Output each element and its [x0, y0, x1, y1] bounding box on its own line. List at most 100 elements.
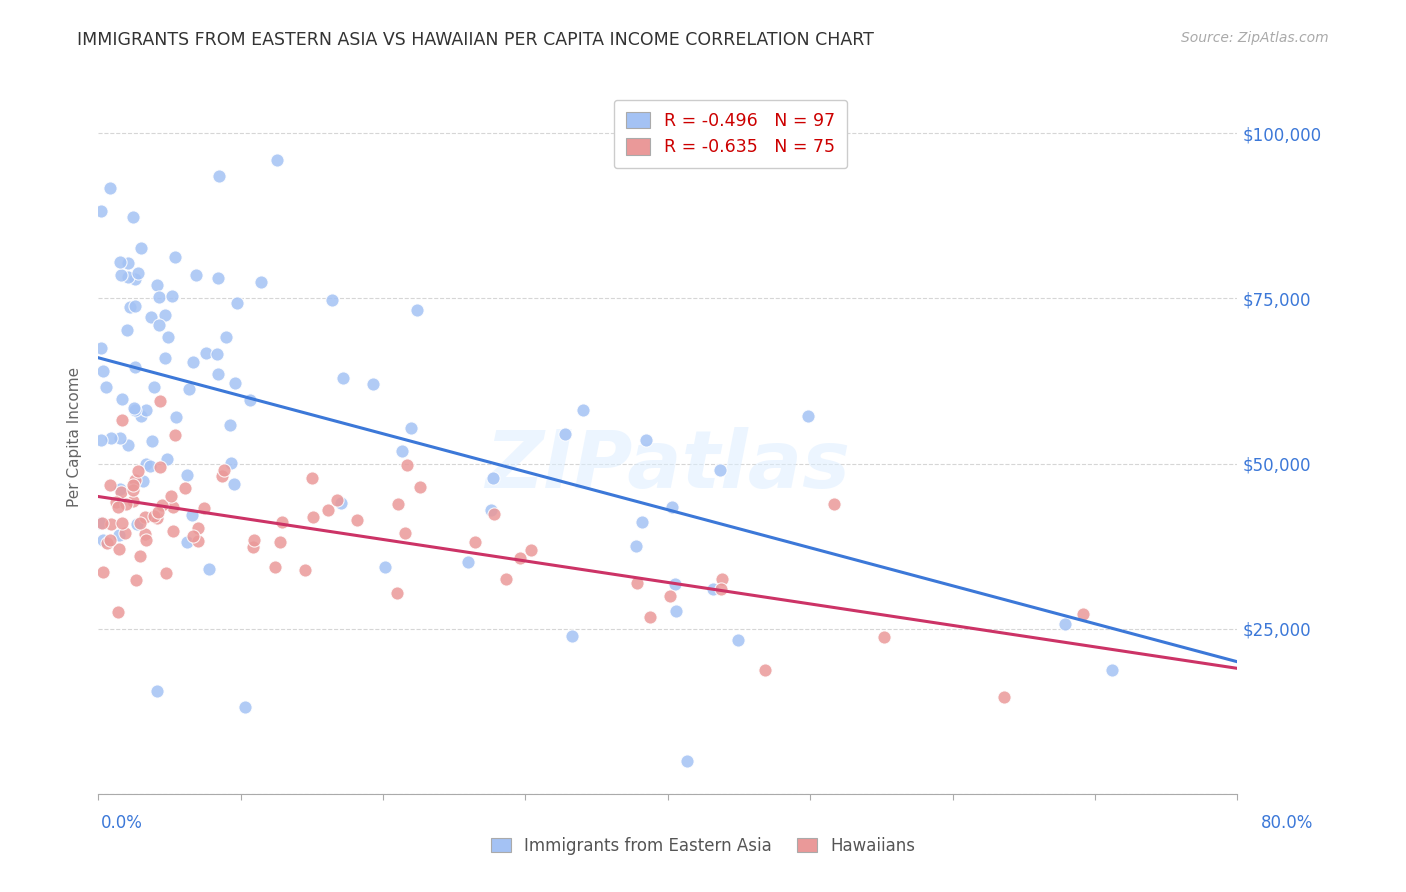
Point	[709, 463, 731, 477]
Point	[1101, 663, 1123, 677]
Point	[177, 382, 200, 396]
Point	[187, 533, 209, 548]
Point	[387, 497, 409, 511]
Point	[129, 241, 152, 255]
Point	[326, 492, 349, 507]
Point	[142, 380, 165, 394]
Point	[160, 289, 183, 303]
Point	[111, 392, 134, 406]
Point	[110, 485, 132, 500]
Point	[385, 586, 408, 600]
Point	[391, 444, 413, 458]
Point	[91, 516, 114, 530]
Point	[121, 494, 143, 508]
Point	[122, 401, 145, 416]
Point	[96, 380, 118, 394]
Point	[124, 272, 146, 286]
Point	[406, 303, 429, 318]
Point	[519, 543, 541, 558]
Point	[173, 481, 195, 495]
Point	[661, 500, 683, 514]
Point	[399, 421, 422, 435]
Y-axis label: Per Capita Income: Per Capita Income	[67, 367, 83, 508]
Point	[122, 210, 145, 224]
Point	[702, 582, 724, 597]
Point	[873, 630, 896, 644]
Point	[176, 535, 198, 549]
Point	[205, 347, 228, 361]
Point	[100, 431, 122, 445]
Point	[242, 540, 264, 554]
Point	[148, 505, 170, 519]
Point	[727, 632, 749, 647]
Point	[301, 471, 323, 485]
Point	[149, 393, 172, 408]
Point	[114, 525, 136, 540]
Point	[665, 604, 688, 618]
Point	[198, 562, 221, 576]
Point	[457, 555, 479, 569]
Point	[207, 367, 229, 381]
Point	[117, 256, 139, 270]
Point	[110, 268, 132, 283]
Point	[207, 271, 229, 285]
Point	[125, 516, 148, 531]
Point	[394, 526, 416, 541]
Point	[294, 563, 316, 577]
Point	[90, 341, 112, 355]
Point	[153, 309, 176, 323]
Point	[664, 576, 686, 591]
Point	[242, 533, 264, 547]
Point	[141, 434, 163, 448]
Point	[135, 457, 157, 471]
Point	[215, 330, 238, 344]
Legend: R = -0.496   N = 97, R = -0.635   N = 75: R = -0.496 N = 97, R = -0.635 N = 75	[613, 100, 848, 169]
Legend: Immigrants from Eastern Asia, Hawaiians: Immigrants from Eastern Asia, Hawaiians	[484, 830, 922, 862]
Point	[134, 527, 156, 541]
Point	[211, 469, 233, 483]
Point	[107, 605, 129, 619]
Point	[139, 310, 162, 324]
Point	[157, 330, 180, 344]
Point	[495, 573, 517, 587]
Point	[233, 700, 256, 714]
Point	[183, 529, 205, 543]
Point	[1071, 607, 1094, 621]
Point	[98, 180, 121, 194]
Point	[269, 535, 291, 549]
Point	[479, 503, 502, 517]
Point	[676, 754, 699, 768]
Point	[184, 268, 207, 282]
Point	[214, 463, 236, 477]
Point	[194, 346, 217, 360]
Point	[634, 433, 657, 447]
Point	[134, 510, 156, 524]
Point	[316, 503, 339, 517]
Point	[146, 278, 169, 293]
Point	[118, 300, 141, 314]
Point	[823, 497, 845, 511]
Point	[176, 467, 198, 482]
Point	[128, 516, 150, 531]
Point	[711, 572, 734, 586]
Point	[127, 266, 149, 280]
Point	[128, 549, 150, 563]
Point	[110, 413, 132, 427]
Point	[155, 566, 177, 580]
Point	[329, 496, 352, 510]
Point	[321, 293, 343, 307]
Point	[224, 376, 246, 391]
Point	[658, 589, 681, 603]
Point	[374, 559, 396, 574]
Point	[346, 513, 368, 527]
Point	[150, 498, 173, 512]
Point	[134, 533, 156, 547]
Point	[121, 483, 143, 498]
Text: 80.0%: 80.0%	[1261, 814, 1313, 831]
Point	[626, 576, 648, 591]
Point	[624, 539, 647, 553]
Point	[165, 427, 187, 442]
Point	[108, 431, 131, 445]
Point	[125, 573, 148, 587]
Point	[250, 275, 273, 289]
